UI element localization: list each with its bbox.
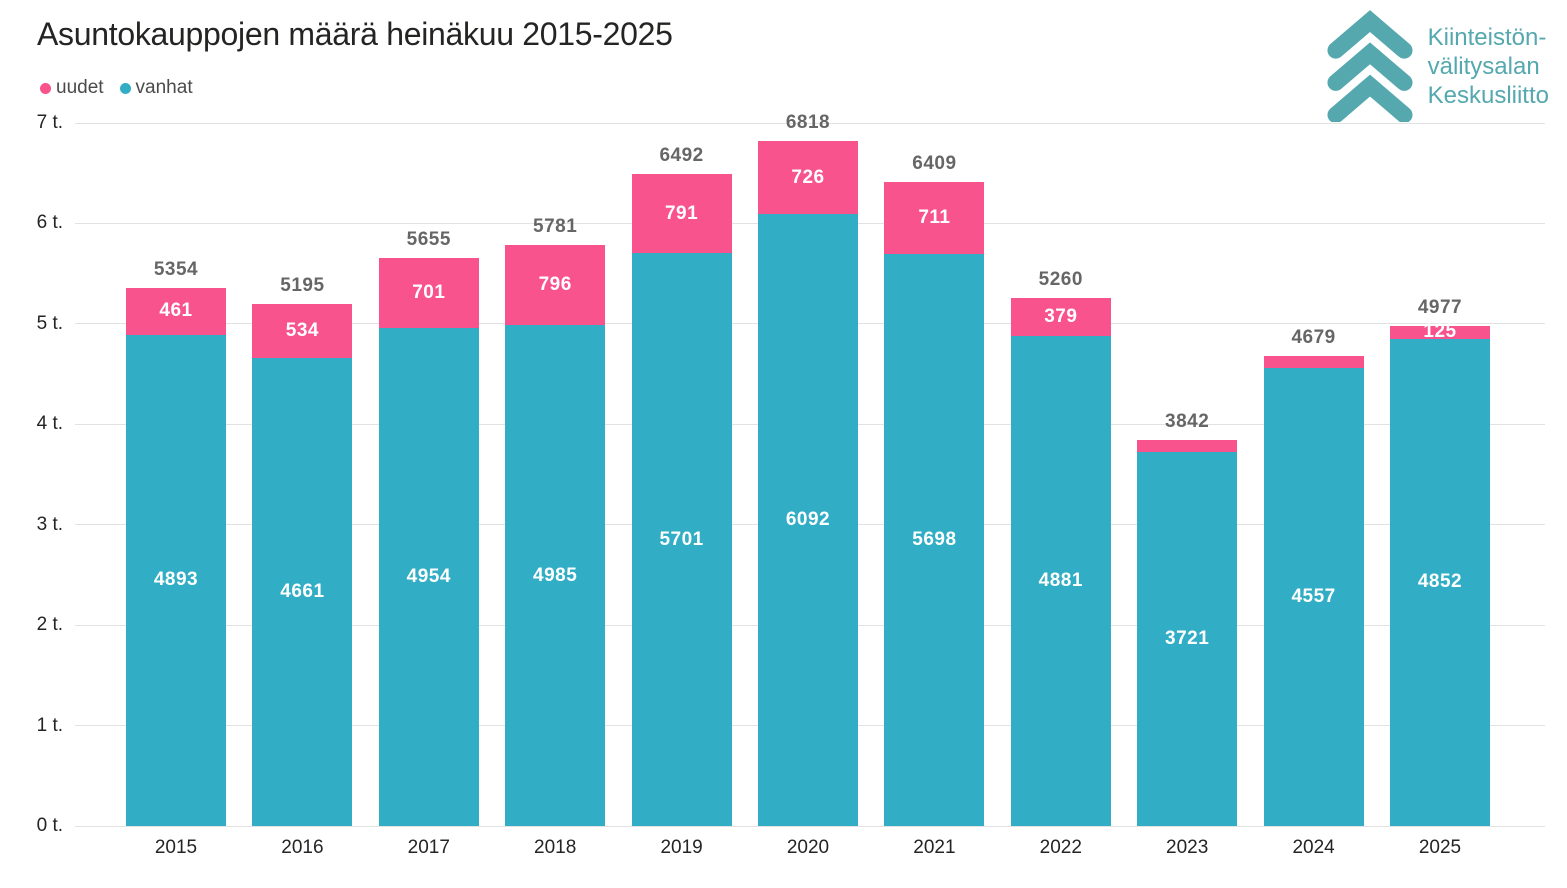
x-axis-label-2020: 2020 (786, 837, 830, 858)
legend-item-uudet[interactable]: uudet (40, 77, 104, 99)
segment-vanhat-2023[interactable] (1137, 452, 1238, 826)
segment-vanhat-2018[interactable] (505, 325, 606, 826)
segment-uudet-2023[interactable] (1137, 440, 1238, 453)
bar-2016: 4661 534 5195 (252, 275, 353, 826)
segment-vanhat-2016[interactable] (252, 357, 353, 826)
segment-vanhat-2024[interactable] (1263, 368, 1364, 826)
y-axis-tick-label: 1 t. (36, 714, 63, 736)
x-axis-label-2016: 2016 (281, 837, 324, 858)
segment-vanhat-2022[interactable] (1010, 335, 1111, 826)
segment-vanhat-2019[interactable] (631, 253, 732, 826)
segment-vanhat-2015[interactable] (126, 334, 226, 826)
y-axis-tick-label: 2 t. (36, 614, 63, 636)
segment-uudet-2025[interactable] (1390, 326, 1490, 339)
y-axis-tick-label: 4 t. (36, 413, 63, 435)
segment-vanhat-2017[interactable] (378, 328, 479, 826)
chart-title: Asuntokauppojen määrä heinäkuu 2015-2025 (37, 16, 673, 52)
segment-uudet-2016[interactable] (252, 304, 353, 358)
total-label-2021: 6409 (912, 153, 957, 175)
x-axis-label-2025: 2025 (1418, 837, 1462, 858)
segment-uudet-2024[interactable] (1263, 356, 1364, 369)
bar-2019: 5701 791 6492 (631, 145, 732, 826)
organization-logo: Kiinteistön- välitysalan Keskusliitto (1326, 10, 1549, 122)
y-axis-tick-label: 7 t. (36, 112, 63, 133)
total-label-2024: 4679 (1291, 327, 1336, 349)
x-axis-label-2019: 2019 (660, 837, 703, 858)
bar-2017: 4954 701 5655 (378, 229, 479, 826)
bar-2024: 4557 4679 (1263, 327, 1364, 826)
bar-2015: 4893 461 5354 (126, 259, 226, 826)
total-label-2019: 6492 (659, 145, 704, 167)
gridline (75, 825, 1545, 827)
bar-2023: 3721 3842 (1137, 411, 1238, 826)
legend-label-vanhat: vanhat (135, 77, 193, 98)
uudet-legend-dot-icon (40, 82, 51, 94)
segment-vanhat-2025[interactable] (1390, 338, 1490, 826)
bar-2025: 4852 125 4977 (1390, 297, 1490, 826)
total-label-2015: 5354 (153, 259, 199, 281)
total-label-2023: 3842 (1165, 411, 1210, 433)
x-axis-label-2022: 2022 (1039, 837, 1082, 858)
logo-text-line-2: välitysalan (1427, 52, 1540, 80)
y-axis-tick-label: 6 t. (36, 212, 63, 234)
y-axis-tick-label: 0 t. (36, 815, 63, 836)
legend: uudet vanhat (40, 77, 193, 99)
segment-vanhat-2020[interactable] (758, 214, 858, 826)
segment-uudet-2019[interactable] (631, 174, 732, 254)
segment-uudet-2020[interactable] (758, 141, 858, 215)
total-label-2016: 5195 (280, 275, 325, 297)
x-axis-label-2021: 2021 (913, 837, 956, 858)
plot-area: 0 t. 1 t. 2 t. 3 t. 4 t. 5 t. 6 t. 7 t. 2015 4893… (37, 112, 1545, 858)
segment-uudet-2022[interactable] (1010, 297, 1111, 336)
x-axis-label-2015: 2015 (154, 837, 198, 858)
segment-vanhat-2021[interactable] (884, 253, 985, 826)
segment-uudet-2017[interactable] (378, 258, 479, 329)
x-axis-label-2023: 2023 (1166, 837, 1209, 858)
bar-2018: 4985 796 5781 (505, 216, 606, 826)
total-label-2018: 5781 (533, 216, 578, 238)
bar-2021: 5698 711 6409 (884, 153, 985, 826)
total-label-2022: 5260 (1038, 268, 1083, 290)
bar-2020: 6092 726 6818 (758, 112, 858, 826)
y-axis-tick-label: 3 t. (36, 513, 63, 535)
segment-uudet-2018[interactable] (505, 245, 606, 326)
legend-label-uudet: uudet (56, 77, 104, 98)
logo-text-line-1: Kiinteistön- (1427, 23, 1547, 51)
triple-chevron-icon (1327, 10, 1413, 122)
vanhat-legend-dot-icon (119, 82, 131, 94)
logo-text: Kiinteistön- välitysalan Keskusliitto (1428, 23, 1549, 110)
bar-2022: 4881 379 5260 (1010, 269, 1111, 826)
legend-item-vanhat[interactable]: vanhat (119, 77, 193, 99)
segment-uudet-2021[interactable] (884, 182, 985, 254)
segment-uudet-2015[interactable] (126, 288, 226, 335)
total-label-2017: 5655 (406, 229, 451, 251)
gridline (75, 122, 1545, 124)
x-axis-label-2018: 2018 (534, 837, 577, 858)
y-axis-tick-label: 5 t. (36, 312, 63, 334)
total-label-2025: 4977 (1417, 297, 1463, 319)
x-axis-label-2024: 2024 (1292, 837, 1335, 858)
x-axis-label-2017: 2017 (407, 837, 450, 858)
logo-text-line-3: Keskusliitto (1427, 81, 1549, 109)
